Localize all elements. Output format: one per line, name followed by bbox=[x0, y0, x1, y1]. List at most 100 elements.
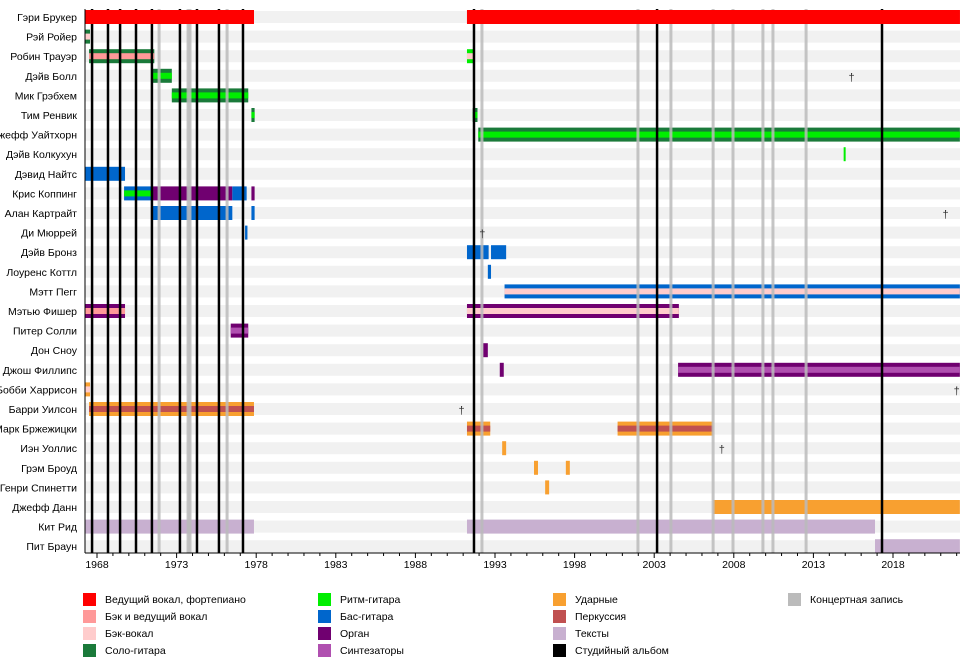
member-bar-drums bbox=[502, 441, 507, 456]
row-band bbox=[85, 148, 960, 161]
row-band bbox=[85, 422, 960, 435]
x-tick-label: 1968 bbox=[85, 559, 109, 571]
member-label: Дэйв Болл bbox=[25, 71, 77, 83]
legend-swatch bbox=[788, 593, 801, 606]
member-label: Гэри Брукер bbox=[17, 12, 77, 24]
legend-swatch bbox=[83, 627, 96, 640]
x-tick-label: 2018 bbox=[881, 559, 905, 571]
death-marker: † bbox=[719, 444, 725, 456]
legend-swatch bbox=[553, 644, 566, 657]
member-bar-organ bbox=[483, 343, 488, 358]
member-label: Мэтью Фишер bbox=[8, 306, 77, 318]
legend-label: Ритм-гитара bbox=[340, 594, 401, 606]
member-bar-drums bbox=[565, 460, 570, 475]
member-label: Крис Коппинг bbox=[12, 188, 77, 200]
member-bar-stripe-rhythm_guitar bbox=[124, 190, 152, 197]
row-band bbox=[85, 50, 960, 63]
legend-swatch bbox=[553, 593, 566, 606]
member-bar-bass bbox=[232, 186, 247, 201]
member-label: Кит Рид bbox=[38, 522, 77, 534]
member-label: Барри Уилсон bbox=[9, 404, 78, 416]
row-band bbox=[85, 187, 960, 200]
member-label: Лоуренс Коттл bbox=[6, 267, 77, 279]
row-band bbox=[85, 324, 960, 337]
legend-label: Ударные bbox=[575, 594, 618, 606]
row-band bbox=[85, 167, 960, 180]
member-bar-drums bbox=[713, 500, 960, 514]
row-band bbox=[85, 30, 960, 43]
member-bar-stripe-rhythm_guitar bbox=[478, 131, 960, 138]
legend-swatch bbox=[553, 627, 566, 640]
legend-swatch bbox=[318, 593, 331, 606]
member-bar-bass bbox=[85, 166, 126, 181]
legend-label: Синтезаторы bbox=[340, 645, 404, 657]
member-label: Дэвид Найтс bbox=[15, 169, 77, 181]
member-bar-stripe-back_lead_vocal bbox=[85, 308, 126, 314]
member-bar-stripe-percussion bbox=[466, 425, 491, 432]
x-tick-label: 1973 bbox=[165, 559, 189, 571]
member-bar-drums bbox=[534, 460, 538, 475]
legend-label: Перкуссия bbox=[575, 611, 627, 623]
legend-swatch bbox=[318, 644, 331, 657]
member-bar-organ bbox=[499, 362, 504, 377]
x-tick-label: 1998 bbox=[563, 559, 587, 571]
member-label: Дон Сноу bbox=[31, 345, 78, 357]
member-label: Джефф Уайтхорн bbox=[0, 130, 77, 142]
member-label: Дэйв Бронз bbox=[21, 247, 77, 259]
x-tick-label: 1988 bbox=[404, 559, 428, 571]
member-bar-stripe-back_lead_vocal bbox=[89, 53, 155, 60]
member-bar-lyrics bbox=[875, 539, 960, 554]
row-band bbox=[85, 442, 960, 455]
row-band bbox=[85, 481, 960, 494]
member-label: Ди Мюррей bbox=[21, 228, 77, 240]
band-timeline-chart: Гэри Брукер Рэй Ройер Робин Трауэр Дэйв Бол… bbox=[0, 9, 960, 571]
member-bar-bass bbox=[487, 264, 492, 279]
member-label: Питер Солли bbox=[13, 326, 77, 338]
row-band bbox=[85, 461, 960, 474]
member-bar-stripe-back_vocal bbox=[85, 33, 90, 40]
legend-swatch bbox=[553, 610, 566, 623]
legend-label: Орган bbox=[340, 628, 370, 640]
member-label: Мик Грэбхем bbox=[15, 90, 77, 102]
member-bar-vocal_piano bbox=[85, 10, 254, 24]
member-bar-organ bbox=[251, 186, 255, 201]
member-bar-lyrics bbox=[85, 519, 254, 534]
member-label: Генри Спинетти bbox=[0, 482, 77, 494]
member-bar-stripe-synth bbox=[678, 366, 960, 373]
legend-swatch bbox=[83, 593, 96, 606]
member-bar-bass bbox=[491, 245, 507, 260]
member-bar-stripe-rhythm_guitar bbox=[151, 72, 172, 79]
row-band bbox=[85, 344, 960, 357]
legend-label: Соло-гитара bbox=[105, 645, 166, 657]
member-bar-stripe-percussion bbox=[89, 406, 254, 412]
row-band bbox=[85, 109, 960, 121]
member-bar-stripe-synth bbox=[230, 327, 249, 334]
member-bar-rhythm_guitar bbox=[843, 147, 846, 162]
legend-label: Бэк и ведущий вокал bbox=[105, 611, 208, 623]
member-bar-stripe-rhythm_guitar bbox=[251, 112, 255, 118]
member-bar-stripe-rhythm_guitar bbox=[171, 92, 249, 99]
row-band bbox=[85, 89, 960, 102]
row-band bbox=[85, 540, 960, 553]
row-band bbox=[85, 383, 960, 396]
row-band bbox=[85, 69, 960, 82]
legend-label: Ведущий вокал, фортепиано bbox=[105, 594, 246, 606]
member-label: Бобби Харрисон bbox=[0, 384, 77, 396]
member-label: Иэн Уоллис bbox=[20, 443, 77, 455]
album-lines bbox=[85, 9, 960, 553]
legend-swatch bbox=[318, 610, 331, 623]
x-tick-label: 1993 bbox=[483, 559, 507, 571]
member-bar-stripe-back_vocal bbox=[466, 53, 475, 60]
legend-label: Концертная запись bbox=[810, 594, 904, 606]
member-label: Джефф Данн bbox=[12, 502, 77, 514]
x-axis: 1968 1973 1978 1983 1988 1993 1998 2003 2008 2013… bbox=[84, 9, 960, 571]
member-label: Тим Ренвик bbox=[21, 110, 78, 122]
member-labels: Гэри Брукер Рэй Ройер Робин Трауэр Дэйв Бол… bbox=[0, 12, 78, 553]
row-band bbox=[85, 226, 960, 239]
death-marker: † bbox=[479, 229, 485, 241]
legend-swatch bbox=[318, 627, 331, 640]
member-bar-bass bbox=[251, 206, 255, 220]
member-bar-stripe-back_vocal bbox=[466, 308, 679, 314]
death-marker: † bbox=[954, 385, 960, 397]
death-marker: † bbox=[459, 405, 465, 417]
